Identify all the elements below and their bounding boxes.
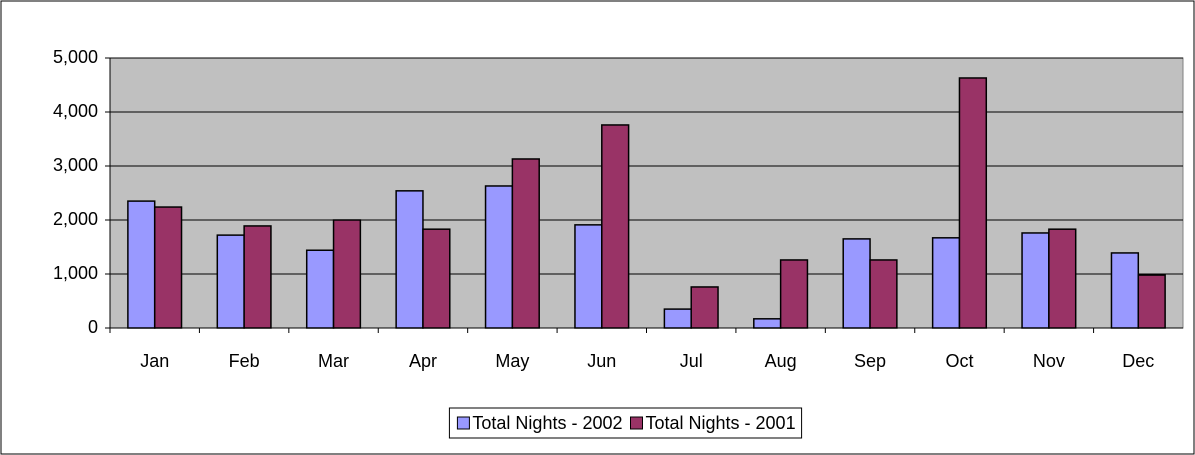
y-tick-label: 2,000 (53, 209, 98, 229)
legend-swatch (630, 416, 643, 430)
y-tick-label: 0 (88, 317, 98, 337)
x-tick-label: Sep (854, 351, 886, 371)
bar (842, 238, 871, 329)
bar (1048, 228, 1077, 329)
y-tick-label: 3,000 (53, 155, 98, 175)
bar (663, 308, 692, 329)
y-tick-label: 1,000 (53, 263, 98, 283)
y-tick-label: 5,000 (53, 47, 98, 67)
bar (511, 158, 540, 329)
legend-swatch (456, 416, 470, 430)
legend (448, 407, 803, 439)
x-tick-label: Feb (229, 351, 260, 371)
x-tick-label: May (495, 351, 529, 371)
bar (690, 286, 719, 329)
x-tick-label: Jan (140, 351, 169, 371)
bar (1137, 274, 1166, 329)
legend-label: Total Nights - 2001 (646, 413, 796, 433)
x-tick-label: Dec (1122, 351, 1154, 371)
bar (869, 259, 898, 329)
x-tick-label: Apr (409, 351, 437, 371)
bar (422, 228, 451, 329)
x-tick-label: Nov (1033, 351, 1065, 371)
x-tick-label: Jul (680, 351, 703, 371)
bar (574, 224, 603, 329)
legend-label: Total Nights - 2002 (472, 413, 622, 433)
x-tick-label: Mar (318, 351, 349, 371)
y-tick-label: 4,000 (53, 101, 98, 121)
x-tick-label: Oct (945, 351, 973, 371)
bar (153, 206, 183, 329)
bar (127, 200, 156, 329)
bar (931, 237, 961, 329)
bar (332, 219, 362, 329)
bar (1110, 252, 1140, 329)
bar (1021, 232, 1050, 329)
bar (958, 77, 988, 329)
bar (779, 259, 809, 329)
x-tick-label: Aug (765, 351, 797, 371)
bar (216, 234, 245, 329)
plot-area (109, 57, 1184, 329)
bar (753, 318, 782, 329)
bar (601, 124, 630, 329)
bar (305, 249, 335, 329)
bar (395, 190, 424, 329)
bar (243, 225, 272, 329)
x-tick-label: Jun (587, 351, 616, 371)
bar (484, 185, 514, 329)
